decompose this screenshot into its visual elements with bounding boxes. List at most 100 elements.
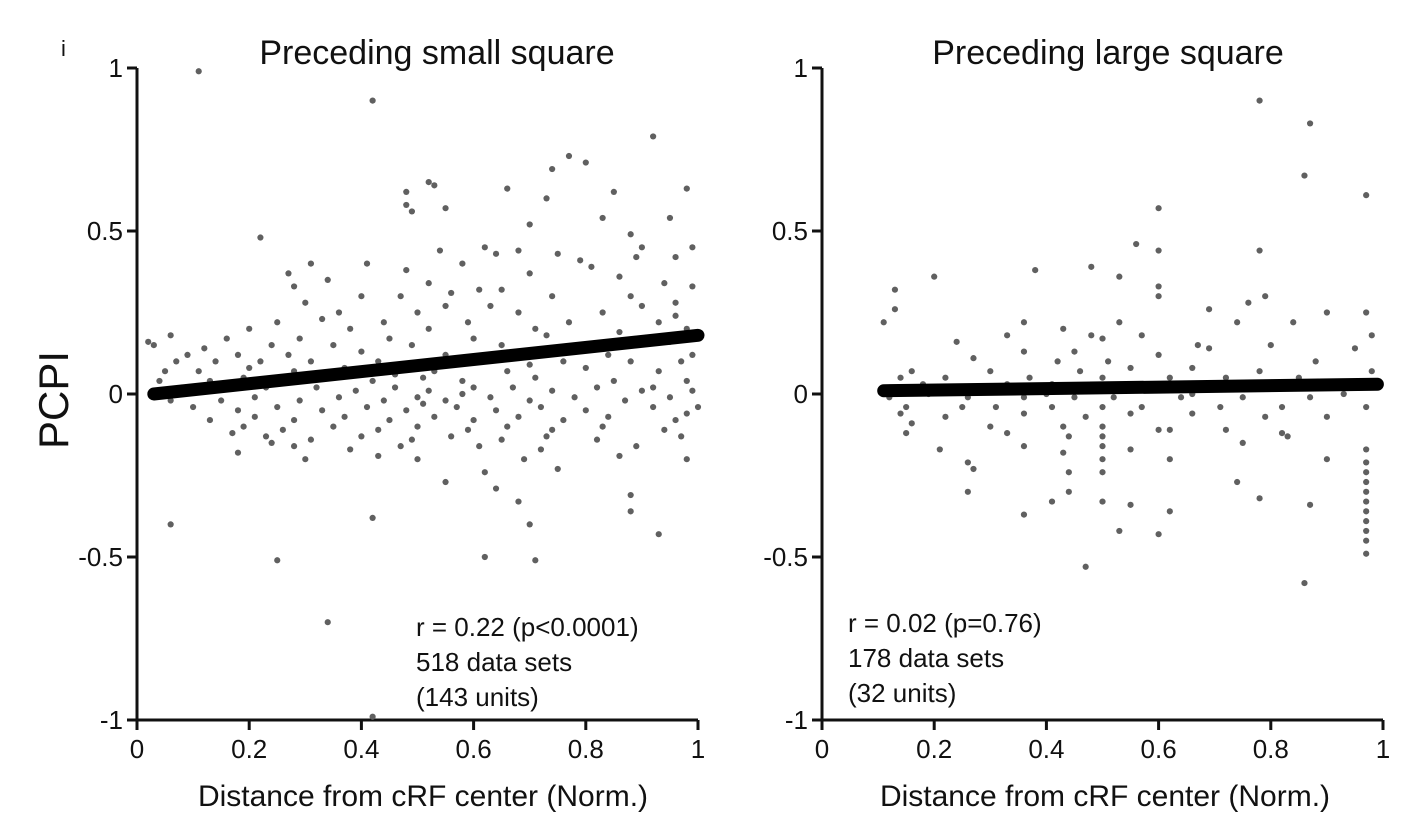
x-axis-label: Distance from cRF center (Norm.) [198,780,648,813]
data-point [1363,488,1370,495]
data-point [1127,446,1134,453]
data-point [1306,120,1314,127]
data-point [290,443,298,450]
data-point [307,436,315,443]
data-point [931,273,938,280]
data-point [1363,403,1370,411]
data-point [891,306,899,313]
data-point [448,433,455,440]
data-point [1312,358,1319,365]
data-point [565,319,573,326]
data-point [1060,325,1067,332]
data-point [515,413,522,420]
data-point [661,280,668,287]
data-point [1110,394,1117,401]
data-point [307,260,315,267]
data-point [487,394,494,401]
data-point [375,452,382,460]
data-point [251,413,258,420]
data-point [234,449,242,456]
data-point [218,397,225,404]
data-point [1222,426,1230,433]
data-point [526,270,533,277]
data-point [296,397,303,404]
y-tick-label: -0.5 [78,542,123,572]
data-point [1368,368,1375,375]
data-point [420,400,427,407]
data-point [942,374,949,381]
data-point [1363,508,1370,515]
data-point [369,97,376,104]
data-point [487,302,494,310]
data-point [694,403,702,411]
data-point [481,244,488,251]
data-point [470,384,477,391]
data-point [319,407,326,414]
data-point [1020,410,1028,417]
data-point [369,377,376,385]
data-point [1088,332,1095,339]
data-point [363,403,371,411]
data-point [1020,348,1028,355]
data-point [509,384,516,391]
data-point [251,394,258,401]
data-point [492,250,500,257]
data-point [1323,309,1330,316]
data-point [666,394,674,401]
data-point [195,368,202,375]
data-point [363,260,371,267]
data-point [1099,433,1106,440]
data-point [1155,247,1162,254]
data-point [167,397,174,404]
data-point [1020,511,1028,518]
data-point [616,328,623,336]
data-point [627,358,634,365]
data-point [610,377,617,385]
data-point [1071,394,1078,401]
x-tick-label: 0 [815,734,829,764]
x-tick-label: 0.6 [1141,734,1177,764]
data-point [1099,456,1106,463]
data-point [1262,293,1269,300]
data-point [1194,342,1201,349]
data-point [605,351,612,358]
data-point [223,335,230,342]
x-tick-label: 0.8 [1253,734,1289,764]
data-point [908,368,915,375]
data-point [627,293,634,300]
data-point [964,459,971,466]
data-point [633,443,640,450]
data-point [689,351,696,358]
data-point [481,553,488,561]
chart-title: Preceding large square [932,34,1284,72]
data-point [526,521,533,528]
data-point [436,247,444,254]
data-point [240,423,247,430]
data-point [448,289,455,297]
data-point [1155,205,1162,212]
x-tick-label: 0.8 [568,734,604,764]
data-point [397,293,404,300]
data-point [274,403,281,411]
stats-annotation: 518 data sets [416,647,572,677]
data-point [1082,563,1089,570]
data-point [1256,368,1263,375]
data-point [453,403,460,411]
data-point [369,713,376,720]
data-point [582,159,589,166]
data-point [908,420,915,427]
data-point [1127,364,1134,372]
data-point [1054,358,1061,365]
data-point [1205,306,1213,313]
data-point [274,557,281,564]
data-point [588,263,595,270]
data-point [1256,247,1263,254]
data-point [655,319,662,326]
data-point [1306,501,1314,508]
data-point [678,358,685,365]
data-point [549,387,556,394]
data-point [683,410,690,417]
data-point [1026,374,1033,381]
data-point [358,348,365,355]
